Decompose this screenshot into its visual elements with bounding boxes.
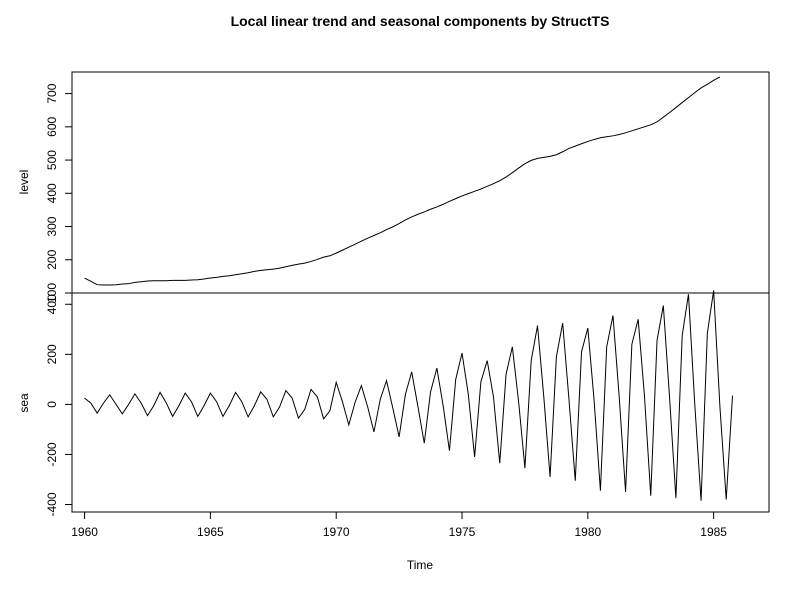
level-y-tick-label: 300 xyxy=(45,216,59,236)
sea-panel: sea -400 -200 0 200 400 xyxy=(17,290,770,517)
level-y-tick-label: 400 xyxy=(45,183,59,203)
x-tick-label: 1975 xyxy=(449,525,476,539)
x-tick-label: 1970 xyxy=(323,525,350,539)
x-tick-label: 1960 xyxy=(71,525,98,539)
sea-axis-label: sea xyxy=(17,393,31,413)
sea-y-tick-label: -400 xyxy=(45,492,59,516)
level-panel-frame xyxy=(71,71,770,294)
sea-series-line xyxy=(84,290,734,501)
sea-y-tick-label: 200 xyxy=(45,344,59,364)
level-series-line xyxy=(84,76,721,286)
level-y-tick-label: 100 xyxy=(45,283,59,303)
x-tick-label: 1985 xyxy=(700,525,727,539)
sea-y-tick-label: 400 xyxy=(45,294,59,314)
x-axis-label: Time xyxy=(407,558,434,572)
sea-y-tick-label: -200 xyxy=(45,442,59,466)
level-y-tick-label: 500 xyxy=(45,150,59,170)
level-y-tick-label: 600 xyxy=(45,117,59,137)
level-axis-label: level xyxy=(17,170,31,195)
sea-y-axis: -400 -200 0 200 400 xyxy=(45,294,73,517)
sea-y-tick-label: 0 xyxy=(45,401,59,408)
x-axis: 1960 1965 1970 1975 1980 1985 xyxy=(71,511,727,539)
level-panel: level 100 200 300 400 500 600 700 xyxy=(17,71,770,303)
chart-title: Local linear trend and seasonal componen… xyxy=(231,13,610,29)
x-tick-label: 1980 xyxy=(574,525,601,539)
level-y-tick-label: 200 xyxy=(45,249,59,269)
level-y-tick-label: 700 xyxy=(45,83,59,103)
x-tick-label: 1965 xyxy=(197,525,224,539)
level-y-axis: 100 200 300 400 500 600 700 xyxy=(45,83,73,303)
